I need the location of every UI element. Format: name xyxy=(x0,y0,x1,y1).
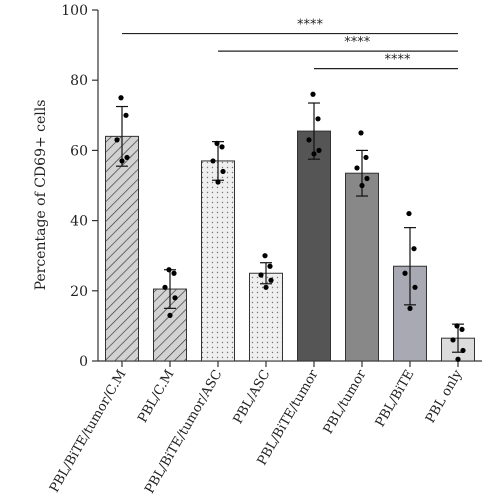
data-point xyxy=(315,116,321,122)
y-tick-label: 80 xyxy=(70,73,88,89)
data-point xyxy=(166,267,172,273)
data-point xyxy=(210,158,216,164)
data-point xyxy=(459,326,465,333)
data-point xyxy=(167,312,173,318)
data-point xyxy=(258,272,264,278)
data-point xyxy=(407,305,413,311)
data-point xyxy=(262,253,268,259)
data-point xyxy=(454,323,460,329)
data-point xyxy=(460,347,466,354)
data-point xyxy=(171,270,177,276)
data-point xyxy=(311,151,317,157)
x-tick-label: PBL/tumor xyxy=(321,367,370,437)
data-point xyxy=(359,182,365,189)
data-point xyxy=(172,295,178,301)
data-point xyxy=(219,144,225,150)
significance-label-2: **** xyxy=(344,35,371,50)
y-tick-label: 20 xyxy=(70,284,88,300)
y-axis-title: Percentage of CD69+ cells xyxy=(33,100,49,291)
data-point xyxy=(316,147,322,153)
data-point xyxy=(354,165,360,171)
data-point xyxy=(119,158,125,164)
y-tick-label: 60 xyxy=(70,143,88,159)
data-point xyxy=(363,154,369,161)
data-point xyxy=(411,246,417,252)
y-tick-label: 100 xyxy=(61,3,88,19)
data-point xyxy=(450,337,456,343)
bar-5 xyxy=(297,130,331,362)
y-tick-label: 0 xyxy=(79,354,88,370)
data-point xyxy=(306,137,312,143)
data-point xyxy=(214,140,220,146)
plot-area: 0 20 40 60 80 100 PBL/BiTE/tumor/C.M PBL/C.M PBL… xyxy=(47,3,482,496)
data-point xyxy=(310,91,316,97)
bar-3 xyxy=(201,160,235,362)
x-tick-label: PBL/BiTE/tumor/C.M xyxy=(47,368,129,496)
data-point xyxy=(263,284,269,290)
y-tick-label: 40 xyxy=(70,214,88,230)
data-point xyxy=(124,154,130,161)
bar-6 xyxy=(345,172,379,362)
significance-label-1: **** xyxy=(297,18,324,33)
data-point xyxy=(267,263,273,269)
data-point xyxy=(455,356,461,362)
significance-label-3: **** xyxy=(385,53,412,68)
x-tick-label: PBL/C.M xyxy=(135,368,177,426)
data-point xyxy=(412,284,418,290)
data-point xyxy=(402,270,408,276)
data-point xyxy=(118,95,124,101)
data-point xyxy=(358,130,364,136)
data-point xyxy=(114,137,120,143)
x-tick-label: PBL only xyxy=(423,367,466,426)
data-point xyxy=(215,179,221,185)
data-point xyxy=(406,210,412,217)
x-tick-label: PBL/ASC xyxy=(231,367,274,426)
data-point xyxy=(162,284,168,290)
data-point xyxy=(364,175,370,182)
data-point xyxy=(123,112,129,118)
x-tick-label: PBL/BiTE xyxy=(373,368,418,430)
data-point xyxy=(268,277,274,283)
bar-1 xyxy=(105,135,139,362)
data-point xyxy=(220,168,226,175)
